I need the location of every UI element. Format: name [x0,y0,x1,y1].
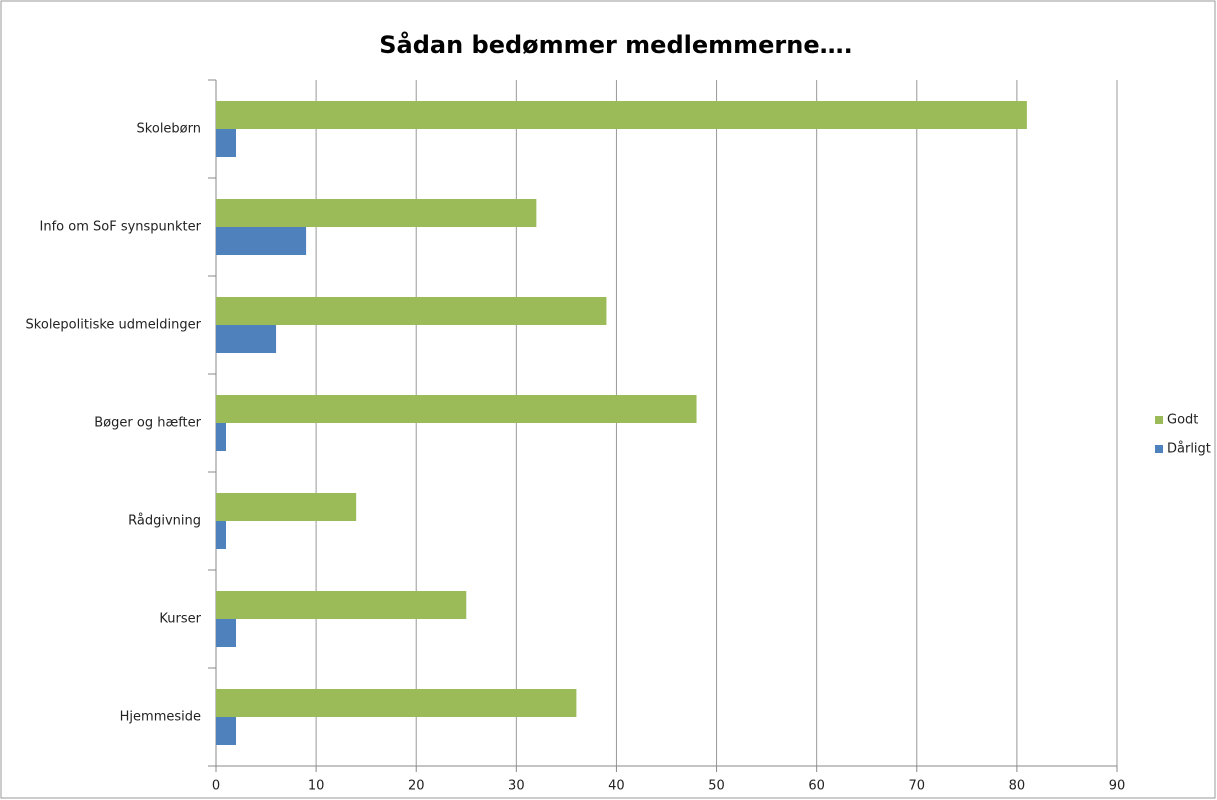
x-tick-label: 50 [708,779,725,794]
bar [216,591,467,619]
y-tick-label: Skolepolitiske udmeldinger [26,318,202,333]
y-tick-label: Skolebørn [137,122,201,137]
legend-swatch [1155,445,1163,453]
x-tick-label: 80 [1009,779,1026,794]
bar [216,227,307,255]
bar [216,325,277,353]
bar [216,717,237,745]
x-tick-label: 20 [408,779,425,794]
x-tick-label: 70 [909,779,926,794]
x-tick-label: 30 [508,779,525,794]
x-tick-label: 60 [808,779,825,794]
x-tick-label: 10 [308,779,325,794]
chart-title: Sådan bedømmer medlemmerne…. [379,30,852,59]
y-tick-label: Hjemmeside [120,710,201,725]
bar [216,101,1027,129]
bar [216,297,607,325]
bar [216,493,357,521]
bar [216,423,227,451]
bar [216,521,227,549]
x-tick-label: 0 [212,779,220,794]
y-tick-label: Kurser [159,612,201,627]
x-tick-label: 90 [1109,779,1126,794]
legend-label: Dårligt [1167,442,1211,457]
y-tick-label: Bøger og hæfter [94,416,201,431]
bar [216,689,577,717]
bar [216,395,697,423]
legend-swatch [1155,416,1163,424]
bar [216,129,237,157]
x-tick-label: 40 [608,779,625,794]
bar [216,619,237,647]
y-tick-label: Rådgivning [128,514,201,529]
y-tick-label: Info om SoF synspunkter [40,220,202,235]
bar [216,199,537,227]
legend-label: Godt [1167,413,1198,428]
